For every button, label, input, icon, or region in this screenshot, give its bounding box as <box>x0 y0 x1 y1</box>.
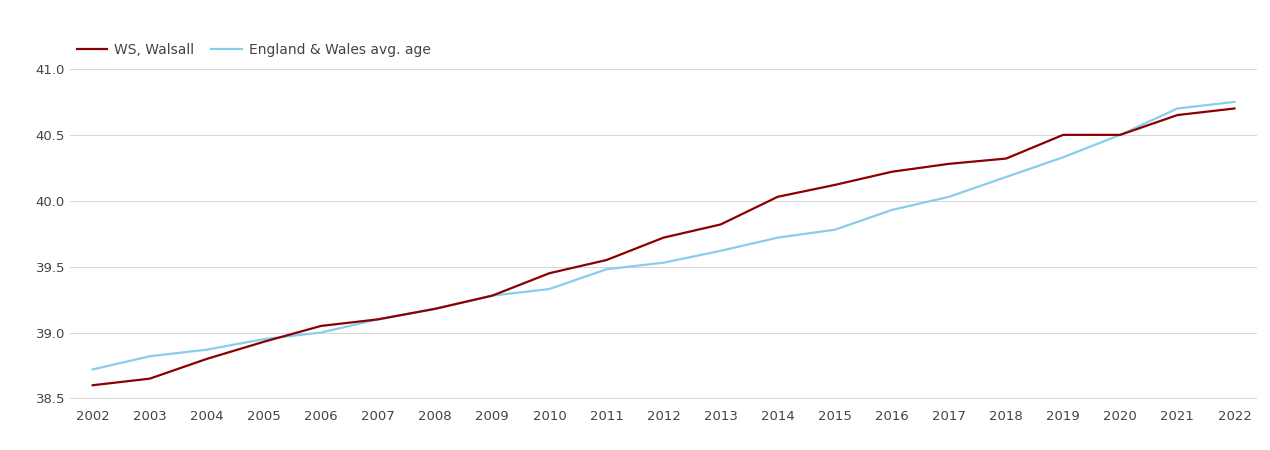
England & Wales avg. age <box>884 207 899 213</box>
WS, Walsall <box>1055 132 1071 138</box>
England & Wales avg. age <box>142 354 157 359</box>
WS, Walsall <box>199 356 215 362</box>
England & Wales avg. age <box>485 293 500 298</box>
England & Wales avg. age <box>371 317 386 322</box>
WS, Walsall <box>712 222 728 227</box>
WS, Walsall <box>827 182 842 188</box>
England & Wales avg. age <box>770 235 785 240</box>
England & Wales avg. age <box>1113 132 1128 138</box>
WS, Walsall <box>485 293 500 298</box>
WS, Walsall <box>542 270 558 276</box>
WS, Walsall <box>85 382 100 388</box>
WS, Walsall <box>1170 112 1185 118</box>
WS, Walsall <box>1113 132 1128 138</box>
WS, Walsall <box>428 306 443 311</box>
WS, Walsall <box>1227 106 1242 111</box>
WS, Walsall <box>770 194 785 199</box>
WS, Walsall <box>884 169 899 175</box>
England & Wales avg. age <box>314 330 329 335</box>
Legend: WS, Walsall, England & Wales avg. age: WS, Walsall, England & Wales avg. age <box>76 43 431 57</box>
England & Wales avg. age <box>428 306 443 311</box>
England & Wales avg. age <box>827 227 842 233</box>
England & Wales avg. age <box>1055 154 1071 160</box>
Line: WS, Walsall: WS, Walsall <box>93 108 1234 385</box>
England & Wales avg. age <box>542 286 558 292</box>
England & Wales avg. age <box>1227 99 1242 104</box>
WS, Walsall <box>314 323 329 328</box>
England & Wales avg. age <box>257 337 272 342</box>
Line: England & Wales avg. age: England & Wales avg. age <box>93 102 1234 369</box>
WS, Walsall <box>655 235 671 240</box>
England & Wales avg. age <box>199 347 215 352</box>
England & Wales avg. age <box>998 174 1013 180</box>
England & Wales avg. age <box>712 248 728 253</box>
WS, Walsall <box>941 161 956 166</box>
England & Wales avg. age <box>941 194 956 199</box>
WS, Walsall <box>142 376 157 381</box>
England & Wales avg. age <box>655 260 671 265</box>
WS, Walsall <box>998 156 1013 161</box>
England & Wales avg. age <box>85 367 100 372</box>
WS, Walsall <box>257 339 272 344</box>
WS, Walsall <box>599 257 615 263</box>
England & Wales avg. age <box>1170 106 1185 111</box>
England & Wales avg. age <box>599 266 615 272</box>
WS, Walsall <box>371 317 386 322</box>
